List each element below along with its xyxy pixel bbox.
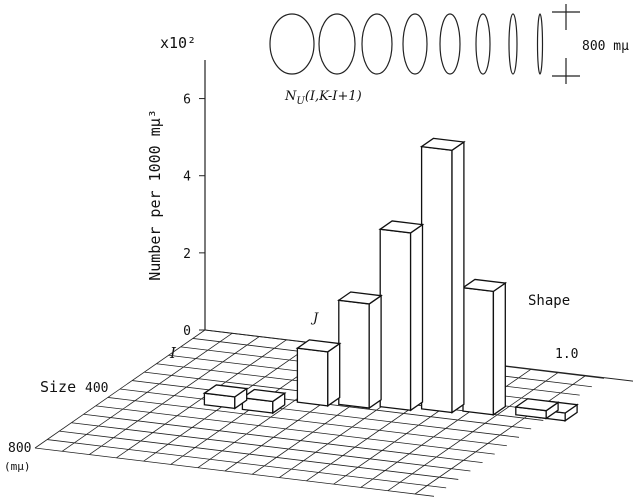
floor-grid xyxy=(84,414,483,462)
bar-side xyxy=(452,142,464,413)
bar-front xyxy=(339,300,369,408)
shape-icons xyxy=(270,4,580,84)
bar xyxy=(297,340,339,406)
bar-front xyxy=(297,348,327,406)
i-label: I xyxy=(169,344,177,362)
bar xyxy=(422,138,464,412)
annotation-args: (I,K-I+1) xyxy=(305,89,362,104)
y-tick-label: 2 xyxy=(183,247,191,262)
size-tick: 800 xyxy=(8,441,31,456)
y-multiplier: x10² xyxy=(160,34,196,52)
shape-tick: 1.0 xyxy=(555,347,578,362)
bar-side xyxy=(493,283,505,415)
floor-grid xyxy=(71,423,470,471)
bar xyxy=(204,385,246,409)
bar xyxy=(339,292,381,408)
bar-front xyxy=(463,288,493,415)
bar xyxy=(380,221,422,410)
size-unit: (mμ) xyxy=(4,460,31,473)
bar-side xyxy=(411,225,423,411)
bar-front xyxy=(422,147,452,413)
y-axis-label: Number per 1000 mμ³ xyxy=(146,109,164,281)
size-label: Size xyxy=(40,378,76,396)
bar-side xyxy=(369,296,381,408)
annotation-main: N xyxy=(284,89,297,104)
bar xyxy=(463,279,505,414)
y-tick-label: 4 xyxy=(183,170,191,185)
bar-side xyxy=(328,344,340,406)
y-tick-label: 0 xyxy=(183,324,191,339)
bar-front xyxy=(380,229,410,410)
j-label: J xyxy=(310,311,319,326)
y-tick-label: 6 xyxy=(183,93,191,108)
figure: 800 mμ x10² Number per 1000 mμ³ NU(I,K-I… xyxy=(0,0,633,503)
annotation: NU(I,K-I+1) xyxy=(284,89,362,107)
floor-grid xyxy=(47,440,446,488)
size-tick: 400 xyxy=(85,381,108,396)
bar xyxy=(242,390,284,414)
floor-grid xyxy=(35,448,434,496)
floor-grid xyxy=(59,431,458,479)
floor-grid xyxy=(96,406,495,454)
shape-label: Shape xyxy=(528,293,570,309)
scale-label: 800 mμ xyxy=(582,39,629,54)
